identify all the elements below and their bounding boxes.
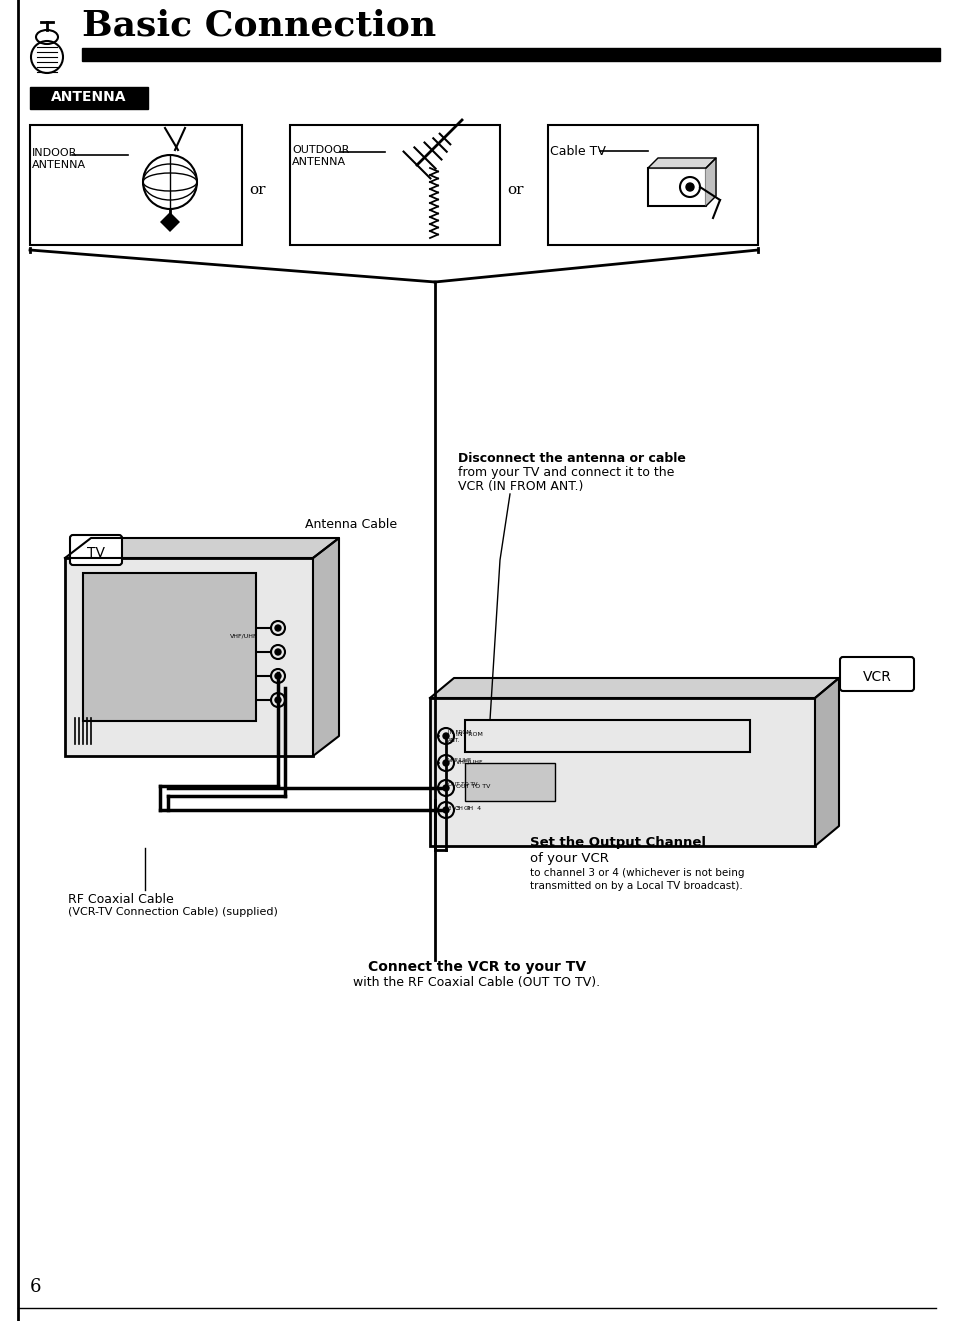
Text: Antenna Cable: Antenna Cable (305, 518, 396, 531)
Text: OUTDOOR: OUTDOOR (292, 145, 349, 155)
Bar (647, 168, 705, 206)
Text: of your VCR: of your VCR (530, 852, 608, 865)
Circle shape (442, 760, 449, 766)
Bar (30, 87, 148, 110)
Bar (464, 720, 749, 752)
Text: VHF/UHF: VHF/UHF (456, 760, 483, 764)
Text: or: or (250, 184, 266, 197)
Text: Connect the VCR to your TV: Connect the VCR to your TV (368, 960, 585, 974)
Text: ANTENNA: ANTENNA (292, 157, 346, 166)
Text: VHF/UHF: VHF/UHF (448, 758, 472, 764)
Bar (83, 573, 255, 721)
Polygon shape (313, 538, 338, 756)
Text: Disconnect the antenna or cable: Disconnect the antenna or cable (457, 452, 685, 465)
Text: from your TV and connect it to the: from your TV and connect it to the (457, 466, 674, 480)
Text: TV: TV (87, 546, 105, 560)
Text: Basic Connection: Basic Connection (82, 8, 436, 42)
Bar (65, 557, 313, 756)
Text: INDOOR: INDOOR (32, 148, 77, 159)
Text: Cable TV: Cable TV (550, 145, 605, 159)
FancyBboxPatch shape (840, 657, 913, 691)
Circle shape (274, 697, 281, 703)
Text: VCR: VCR (862, 670, 890, 684)
Polygon shape (65, 538, 338, 557)
Bar (547, 125, 758, 244)
Bar (464, 764, 555, 801)
Circle shape (274, 625, 281, 631)
Circle shape (442, 807, 449, 812)
Text: 3  CH  4: 3 CH 4 (456, 806, 480, 811)
Polygon shape (647, 159, 716, 168)
Text: OUT TO TV: OUT TO TV (448, 782, 477, 787)
Bar (290, 125, 499, 244)
Text: OUT TO TV: OUT TO TV (456, 783, 490, 789)
Circle shape (274, 649, 281, 655)
Circle shape (685, 184, 693, 192)
Text: ANTENNA: ANTENNA (51, 90, 127, 104)
Circle shape (442, 733, 449, 738)
Bar (30, 125, 242, 244)
Text: or: or (507, 184, 524, 197)
Polygon shape (160, 211, 180, 232)
Text: ANTENNA: ANTENNA (32, 160, 86, 170)
Circle shape (274, 672, 281, 679)
Bar (430, 697, 814, 845)
Text: ANT.: ANT. (448, 738, 459, 742)
Polygon shape (430, 678, 838, 697)
FancyBboxPatch shape (70, 535, 122, 565)
Text: (VCR-TV Connection Cable) (supplied): (VCR-TV Connection Cable) (supplied) (68, 908, 277, 917)
Polygon shape (814, 678, 838, 845)
Text: transmitted on by a Local TV broadcast).: transmitted on by a Local TV broadcast). (530, 881, 742, 890)
Text: Set the Output Channel: Set the Output Channel (530, 836, 705, 849)
Text: IN FROM: IN FROM (448, 731, 471, 734)
Text: IN FROM: IN FROM (456, 732, 482, 737)
Text: VCR (IN FROM ANT.): VCR (IN FROM ANT.) (457, 480, 583, 493)
Text: VHF/UHF: VHF/UHF (230, 633, 257, 638)
Text: with the RF Coaxial Cable (OUT TO TV).: with the RF Coaxial Cable (OUT TO TV). (353, 976, 600, 989)
Polygon shape (705, 159, 716, 206)
Text: 6: 6 (30, 1277, 42, 1296)
Text: to channel 3 or 4 (whichever is not being: to channel 3 or 4 (whichever is not bein… (530, 868, 743, 878)
Circle shape (442, 785, 449, 791)
Text: RF Coaxial Cable: RF Coaxial Cable (68, 893, 173, 906)
Bar (82, 48, 939, 61)
Text: 3  CH  4: 3 CH 4 (448, 806, 470, 811)
